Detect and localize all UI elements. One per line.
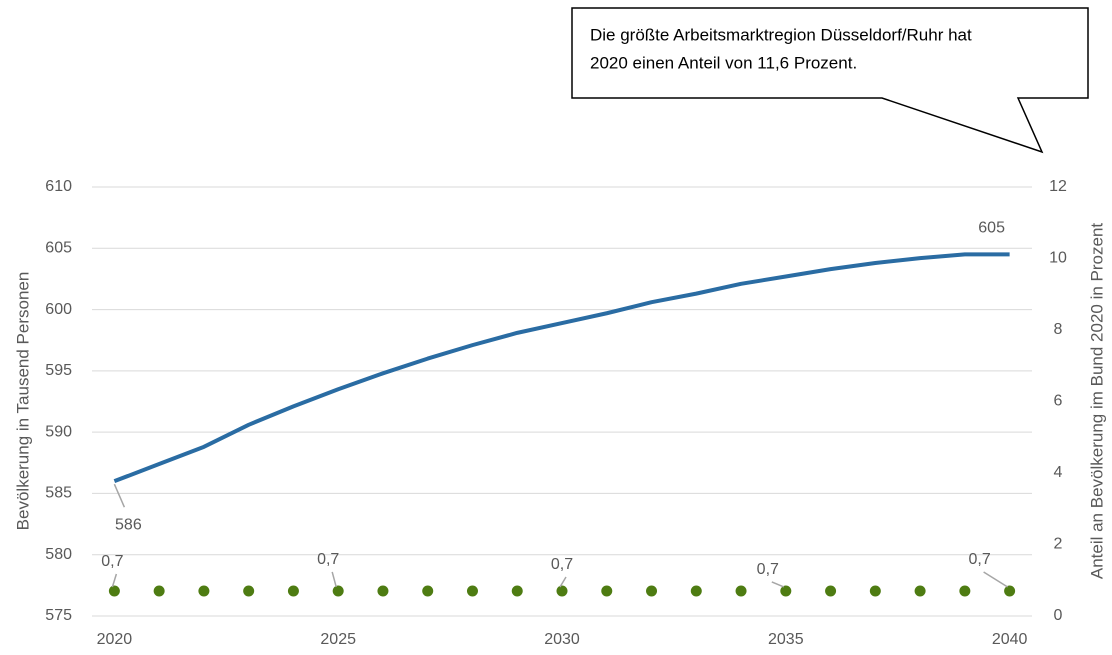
dot [153, 585, 165, 597]
y-axis-label: Bevölkerung in Tausend Personen [13, 272, 32, 531]
dot [108, 585, 120, 597]
dot [959, 585, 971, 597]
x-tick-label: 2030 [544, 631, 580, 648]
y2-tick-label: 2 [1054, 536, 1063, 553]
dot [914, 585, 926, 597]
y-tick-label: 605 [45, 240, 72, 257]
dot [1004, 585, 1016, 597]
y2-tick-label: 0 [1054, 607, 1063, 624]
y-tick-label: 575 [45, 607, 72, 624]
line-series [113, 252, 1010, 484]
dot [646, 585, 658, 597]
dot [690, 585, 702, 597]
dot [422, 585, 434, 597]
y2-tick-label: 8 [1054, 321, 1063, 338]
y-tick-label: 600 [45, 301, 72, 318]
dot [556, 585, 568, 597]
y2-axis-label: Anteil an Bevölkerung im Bund 2020 in Pr… [1087, 223, 1106, 580]
data-label: 0,7 [757, 561, 779, 578]
callout-box [571, 7, 1089, 154]
dot [601, 585, 613, 597]
data-label: 586 [115, 516, 142, 533]
dot [243, 585, 255, 597]
y2-tick-label: 10 [1049, 250, 1067, 267]
y-tick-label: 585 [45, 485, 72, 502]
y-tick-label: 610 [45, 178, 72, 195]
dot [735, 585, 747, 597]
dot [466, 585, 478, 597]
x-tick-label: 2020 [97, 631, 133, 648]
dot [869, 585, 881, 597]
leader-line [113, 483, 126, 508]
dot [780, 585, 792, 597]
annotation-line: Die größte Arbeitsmarktregion Düsseldorf… [590, 25, 972, 44]
x-tick-label: 2035 [768, 631, 804, 648]
data-label: 0,7 [968, 551, 990, 568]
leader-line [559, 576, 567, 588]
leader-line [331, 571, 337, 588]
dot [377, 585, 389, 597]
data-label: 605 [978, 220, 1005, 237]
y2-tick-label: 12 [1049, 178, 1067, 195]
y2-tick-label: 4 [1054, 464, 1063, 481]
dot [511, 585, 523, 597]
x-tick-label: 2040 [992, 631, 1028, 648]
data-label: 0,7 [317, 551, 339, 568]
data-label: 0,7 [551, 556, 573, 573]
y2-tick-label: 6 [1054, 393, 1063, 410]
dot [198, 585, 210, 597]
dot [332, 585, 344, 597]
y-tick-label: 590 [45, 423, 72, 440]
dot [287, 585, 299, 597]
leader-line [111, 573, 118, 588]
data-label: 0,7 [101, 553, 123, 570]
y-tick-label: 595 [45, 362, 72, 379]
leader-line [771, 581, 785, 588]
x-tick-label: 2025 [320, 631, 356, 648]
leader-line [983, 571, 1009, 588]
y-tick-label: 580 [45, 546, 72, 563]
annotation-line: 2020 einen Anteil von 11,6 Prozent. [590, 53, 857, 72]
dot [825, 585, 837, 597]
